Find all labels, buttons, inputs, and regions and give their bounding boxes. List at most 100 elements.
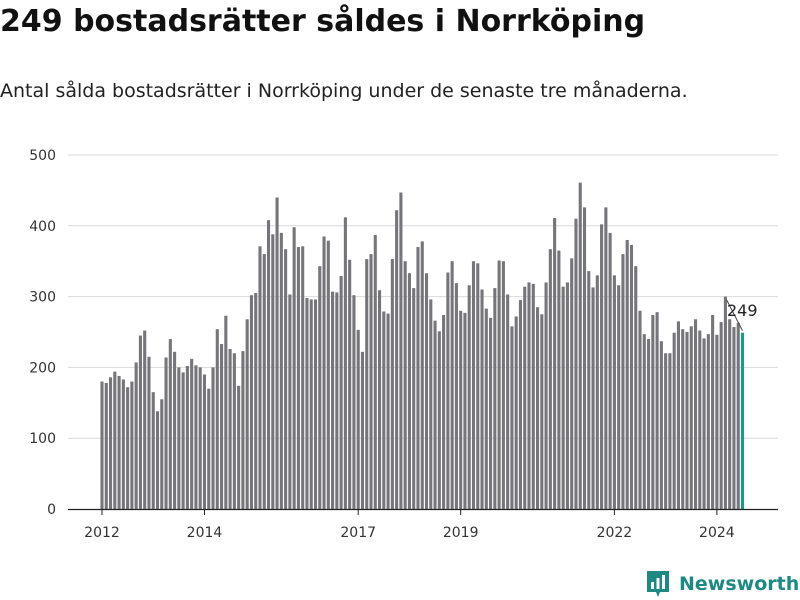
bar: [352, 295, 356, 509]
x-tick-label: 2014: [187, 525, 223, 541]
bar: [309, 299, 313, 509]
bar: [672, 332, 676, 509]
bar: [493, 288, 497, 509]
bar: [185, 365, 189, 509]
bar: [198, 367, 202, 509]
bar: [108, 377, 113, 509]
bar: [382, 311, 386, 509]
bar: [288, 294, 292, 509]
bar: [224, 315, 228, 509]
bar: [322, 236, 326, 510]
bar: [685, 332, 689, 509]
bar: [523, 286, 527, 509]
bar: [544, 282, 548, 509]
bar-latest: [740, 332, 745, 509]
bar: [241, 351, 245, 509]
bar: [484, 308, 488, 509]
bar: [258, 246, 262, 509]
y-tick-label: 500: [29, 148, 56, 164]
bar: [134, 362, 138, 509]
bar: [625, 239, 629, 509]
bar: [420, 241, 424, 509]
bar: [237, 385, 241, 509]
bar: [100, 381, 104, 509]
bar: [271, 234, 275, 510]
y-tick-label: 100: [29, 431, 56, 447]
bar: [540, 314, 544, 509]
callout-line: [726, 299, 743, 331]
bar: [194, 365, 198, 509]
bar: [514, 316, 518, 509]
bar: [348, 259, 352, 509]
bar: [574, 218, 578, 509]
bar: [113, 371, 117, 509]
bar: [305, 298, 309, 509]
bar: [489, 317, 493, 509]
bar: [591, 287, 595, 509]
bar: [356, 329, 360, 509]
bar: [343, 217, 347, 510]
y-tick-label: 0: [47, 502, 56, 518]
bar: [215, 329, 219, 509]
bar: [612, 275, 616, 509]
bar: [437, 331, 441, 509]
bar: [659, 341, 663, 509]
bar: [190, 358, 194, 509]
bar: [676, 321, 680, 509]
bar: [433, 320, 437, 509]
bar: [395, 210, 399, 509]
y-tick-label: 200: [29, 360, 56, 376]
bar: [126, 387, 130, 509]
y-tick-label: 400: [29, 219, 56, 235]
bar: [164, 357, 168, 509]
bar: [604, 207, 608, 509]
bar: [476, 263, 480, 509]
bar: [501, 261, 505, 509]
bar: [403, 261, 407, 509]
bar: [732, 327, 736, 509]
bar: [668, 353, 672, 509]
bar: [292, 227, 296, 509]
bar: [104, 382, 108, 509]
bar: [331, 291, 335, 509]
bar: [595, 275, 599, 509]
bar: [728, 319, 732, 509]
bar: [565, 282, 569, 509]
bar: [143, 330, 147, 509]
bar: [335, 292, 339, 509]
bar: [245, 319, 249, 509]
bar: [138, 335, 142, 509]
bar: [416, 247, 420, 510]
bar: [378, 290, 382, 509]
bar: [407, 273, 411, 509]
x-tick-label: 2012: [84, 525, 120, 541]
bar: [262, 254, 266, 509]
bar: [647, 339, 651, 509]
bar: [459, 310, 463, 509]
bar: [621, 254, 625, 509]
bar: [220, 344, 224, 509]
x-tick-label: 2019: [443, 525, 479, 541]
bar: [527, 282, 531, 509]
bar: [548, 249, 552, 509]
bar: [706, 334, 710, 509]
x-tick-label: 2022: [597, 525, 633, 541]
bar: [480, 289, 484, 509]
bar: [228, 348, 232, 509]
bar: [454, 283, 458, 509]
axes: [68, 508, 778, 515]
bar: [698, 330, 702, 509]
bar: [446, 272, 450, 509]
bar: [173, 351, 177, 509]
bar: [412, 288, 416, 509]
bar: [471, 261, 476, 509]
bar: [254, 293, 258, 509]
bar: [719, 322, 723, 509]
bar: [634, 266, 638, 509]
bar: [429, 299, 433, 509]
bar: [177, 367, 181, 509]
bar: [168, 339, 172, 509]
bar: [578, 182, 582, 510]
bar: [296, 247, 300, 510]
bar: [390, 259, 394, 509]
